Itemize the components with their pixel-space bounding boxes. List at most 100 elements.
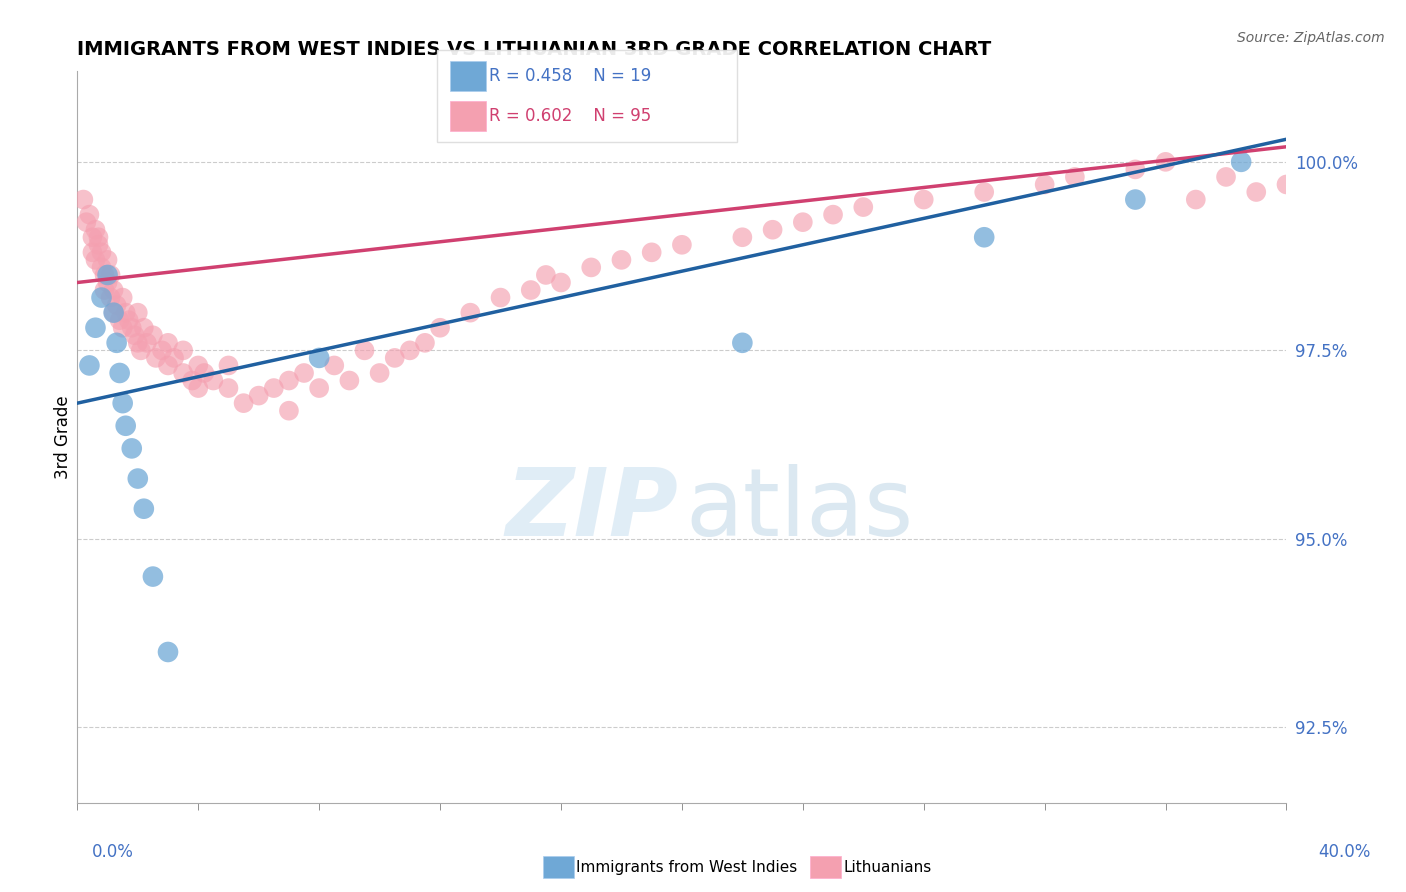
- Point: [1215, 169, 1237, 184]
- Point: [1125, 162, 1147, 177]
- Point: [96, 276, 118, 290]
- Point: [121, 442, 143, 456]
- Point: [852, 200, 875, 214]
- Text: Lithuanians: Lithuanians: [844, 860, 932, 874]
- Point: [129, 343, 152, 358]
- Point: [79, 359, 101, 373]
- Point: [145, 351, 167, 365]
- Point: [93, 283, 115, 297]
- Point: [263, 381, 285, 395]
- Point: [172, 343, 194, 358]
- Point: [1064, 169, 1087, 184]
- Point: [308, 351, 330, 365]
- Point: [163, 351, 186, 365]
- Text: 0.0%: 0.0%: [91, 843, 134, 861]
- Point: [87, 230, 110, 244]
- Point: [103, 306, 125, 320]
- Point: [142, 569, 165, 583]
- Point: [247, 389, 270, 403]
- Point: [368, 366, 391, 380]
- Point: [1336, 169, 1358, 184]
- Point: [103, 283, 125, 297]
- Point: [82, 230, 104, 244]
- Point: [1396, 162, 1406, 177]
- Text: IMMIGRANTS FROM WEST INDIES VS LITHUANIAN 3RD GRADE CORRELATION CHART: IMMIGRANTS FROM WEST INDIES VS LITHUANIA…: [77, 39, 991, 59]
- Point: [641, 245, 664, 260]
- Text: ZIP: ZIP: [505, 464, 678, 557]
- Point: [520, 283, 543, 297]
- Point: [1185, 193, 1208, 207]
- Point: [111, 396, 134, 410]
- Point: [114, 306, 136, 320]
- Text: Source: ZipAtlas.com: Source: ZipAtlas.com: [1237, 31, 1385, 45]
- Point: [90, 260, 112, 275]
- Point: [103, 306, 125, 320]
- Point: [413, 335, 436, 350]
- Point: [127, 335, 149, 350]
- Point: [731, 335, 754, 350]
- Point: [72, 193, 94, 207]
- Point: [157, 335, 180, 350]
- Point: [90, 245, 112, 260]
- Point: [489, 291, 512, 305]
- Point: [87, 237, 110, 252]
- Point: [114, 418, 136, 433]
- Point: [973, 230, 995, 244]
- Point: [353, 343, 375, 358]
- Point: [218, 359, 240, 373]
- Point: [127, 471, 149, 485]
- Text: R = 0.458    N = 19: R = 0.458 N = 19: [489, 67, 651, 85]
- Point: [534, 268, 557, 282]
- Point: [111, 291, 134, 305]
- Point: [157, 359, 180, 373]
- Point: [278, 374, 301, 388]
- Point: [458, 306, 481, 320]
- Point: [973, 185, 995, 199]
- Point: [1306, 162, 1329, 177]
- Point: [671, 237, 693, 252]
- Point: [1320, 154, 1343, 169]
- Point: [731, 230, 754, 244]
- Point: [124, 328, 146, 343]
- Point: [193, 366, 215, 380]
- Point: [762, 223, 785, 237]
- Point: [187, 381, 209, 395]
- Point: [105, 335, 128, 350]
- Point: [550, 276, 572, 290]
- Point: [821, 208, 844, 222]
- Point: [111, 320, 134, 334]
- Point: [292, 366, 315, 380]
- Point: [399, 343, 422, 358]
- Point: [105, 298, 128, 312]
- Point: [150, 343, 173, 358]
- Point: [202, 374, 225, 388]
- Point: [1246, 185, 1268, 199]
- Point: [118, 313, 141, 327]
- Text: 40.0%: 40.0%: [1319, 843, 1371, 861]
- Point: [108, 313, 131, 327]
- Point: [429, 320, 451, 334]
- Point: [84, 320, 107, 334]
- Point: [581, 260, 603, 275]
- Point: [323, 359, 346, 373]
- Point: [1275, 178, 1298, 192]
- Point: [1125, 193, 1147, 207]
- Point: [1367, 154, 1389, 169]
- Point: [308, 381, 330, 395]
- Point: [610, 252, 633, 267]
- Point: [84, 252, 107, 267]
- Point: [232, 396, 254, 410]
- Point: [278, 403, 301, 417]
- Point: [187, 359, 209, 373]
- Point: [1154, 154, 1177, 169]
- Y-axis label: 3rd Grade: 3rd Grade: [53, 395, 72, 479]
- Text: atlas: atlas: [686, 464, 914, 557]
- Point: [181, 374, 204, 388]
- Point: [1033, 178, 1056, 192]
- Point: [132, 320, 155, 334]
- Point: [121, 320, 143, 334]
- Point: [84, 223, 107, 237]
- Point: [172, 366, 194, 380]
- Point: [93, 268, 115, 282]
- Point: [82, 245, 104, 260]
